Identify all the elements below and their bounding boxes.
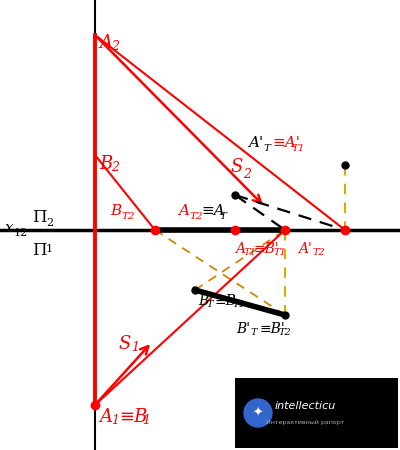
Text: T2: T2 (313, 248, 326, 257)
Text: T1: T1 (233, 300, 246, 309)
Text: B: B (99, 155, 112, 173)
Text: x: x (5, 221, 14, 235)
Text: 2: 2 (111, 40, 119, 53)
Text: T2: T2 (121, 212, 134, 221)
Text: 1: 1 (131, 341, 139, 354)
Text: 12: 12 (14, 228, 28, 238)
Text: T: T (263, 144, 270, 153)
Text: T1: T1 (274, 248, 287, 257)
Text: ≡B: ≡B (119, 408, 147, 426)
Text: A: A (235, 242, 245, 256)
Text: Интерактивный рапорт: Интерактивный рапорт (266, 419, 344, 424)
Text: T1: T1 (291, 144, 304, 153)
Text: S: S (118, 335, 130, 353)
Text: T2: T2 (189, 212, 202, 221)
Text: A: A (99, 408, 112, 426)
Text: T: T (251, 328, 258, 337)
FancyBboxPatch shape (235, 378, 398, 448)
Text: 1: 1 (111, 414, 119, 427)
Text: Π: Π (32, 209, 47, 226)
Text: A: A (99, 34, 112, 52)
Text: ≡B': ≡B' (254, 242, 280, 256)
Text: ✦: ✦ (253, 406, 263, 419)
Text: B: B (110, 204, 121, 218)
Text: 2: 2 (111, 161, 119, 174)
Text: 1: 1 (46, 244, 53, 254)
Text: S: S (230, 158, 242, 176)
Text: T: T (219, 212, 226, 221)
Text: A': A' (298, 242, 312, 256)
Text: B': B' (236, 322, 250, 336)
Text: ≡B: ≡B (215, 294, 237, 308)
Text: ≡A': ≡A' (272, 136, 300, 150)
Text: ≡B': ≡B' (260, 322, 286, 336)
Text: Π: Π (32, 242, 47, 259)
Text: A': A' (248, 136, 263, 150)
Text: intellecticu: intellecticu (274, 401, 336, 411)
Text: T: T (207, 300, 214, 309)
Text: 1: 1 (142, 414, 150, 427)
Text: B: B (198, 294, 208, 308)
Text: 2: 2 (46, 218, 53, 228)
Circle shape (244, 399, 272, 427)
Text: ≡A: ≡A (201, 204, 225, 218)
Text: T2: T2 (279, 328, 292, 337)
Text: 2: 2 (243, 168, 251, 181)
Text: T1: T1 (244, 248, 257, 257)
Text: A: A (178, 204, 189, 218)
